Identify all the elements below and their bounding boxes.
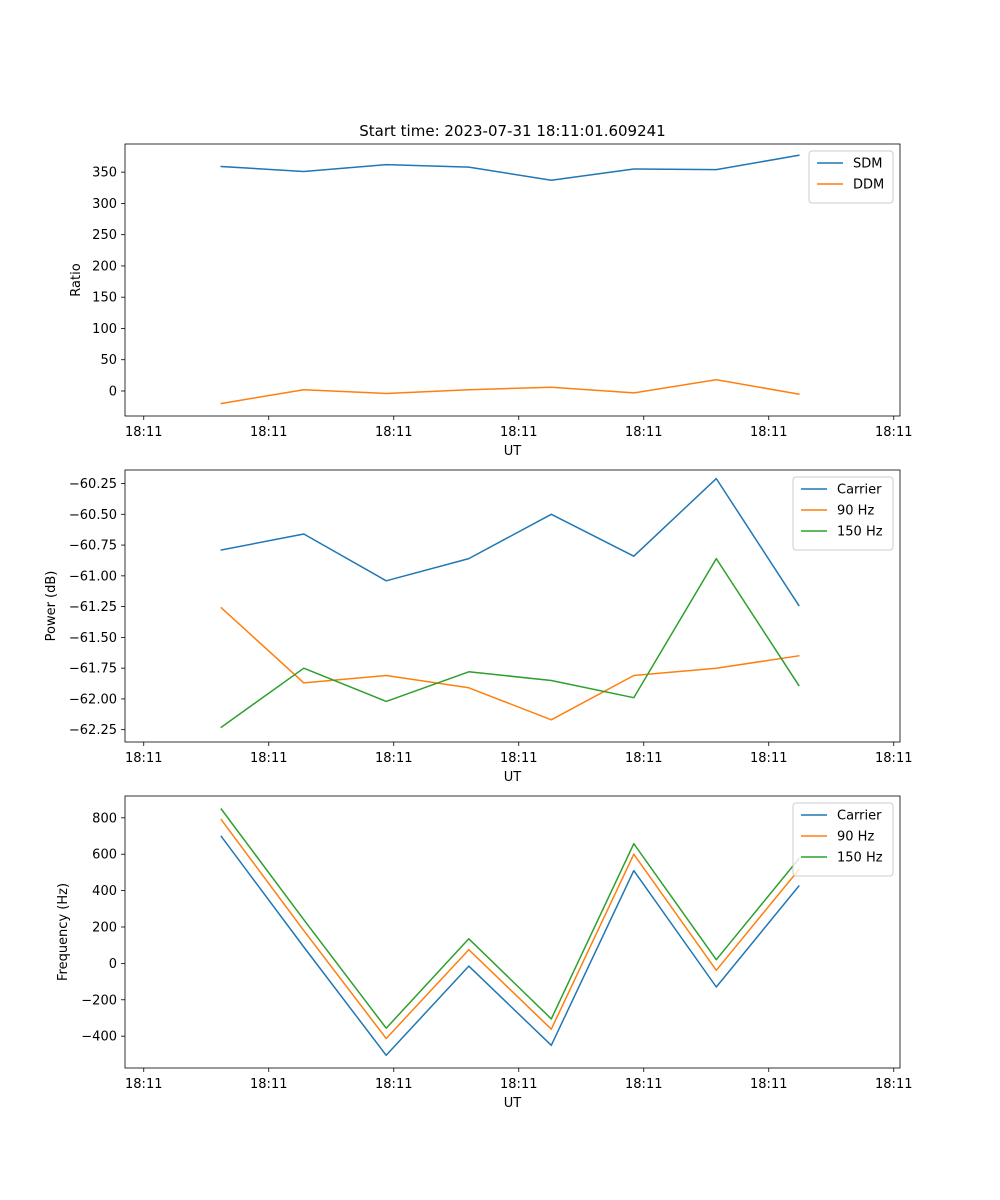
y-tick-label: 800 — [92, 811, 117, 826]
y-tick-label: 200 — [92, 920, 117, 935]
x-tick-label: 18:11 — [250, 751, 287, 766]
series-line-90-hz — [220, 606, 800, 721]
y-axis-label: Power (dB) — [44, 571, 59, 642]
y-tick-label: −60.25 — [69, 477, 117, 492]
legend-label: 90 Hz — [837, 504, 874, 519]
series-line-150-hz — [220, 557, 800, 729]
legend-label: 90 Hz — [837, 830, 874, 845]
x-tick-label: 18:11 — [500, 751, 537, 766]
legend-label: 150 Hz — [837, 851, 883, 866]
series-line-carrier — [220, 477, 800, 607]
y-tick-label: 600 — [92, 848, 117, 863]
y-tick-label: −61.00 — [69, 569, 117, 584]
series-line-90-hz — [220, 818, 800, 1040]
x-tick-label: 18:11 — [625, 1077, 662, 1092]
axes-frame — [124, 795, 901, 1069]
legend: SDM DDM — [808, 150, 894, 204]
axes-frame — [124, 143, 901, 417]
x-axis-label: UT — [504, 1096, 522, 1111]
x-tick-label: 18:11 — [875, 425, 912, 440]
x-tick-label: 18:11 — [250, 1077, 287, 1092]
subplot-1: 18:11 18:11 18:11 18:11 18:11 18:11 18:11 0 50 10… — [69, 143, 912, 459]
y-axis-label: Ratio — [69, 263, 84, 296]
y-tick-label: 0 — [109, 384, 117, 399]
x-tick-label: 18:11 — [250, 425, 287, 440]
x-tick-label: 18:11 — [750, 751, 787, 766]
figure-title: Start time: 2023-07-31 18:11:01.609241 — [359, 122, 665, 140]
x-tick-label: 18:11 — [625, 751, 662, 766]
legend-label: Carrier — [837, 809, 882, 824]
x-tick-label: 18:11 — [625, 425, 662, 440]
x-tick-label: 18:11 — [125, 425, 162, 440]
y-tick-label: −62.00 — [69, 692, 117, 707]
y-tick-label: 100 — [92, 322, 117, 337]
x-tick-label: 18:11 — [375, 1077, 412, 1092]
x-tick-label: 18:11 — [750, 1077, 787, 1092]
legend-label: 150 Hz — [837, 525, 883, 540]
x-tick-label: 18:11 — [875, 751, 912, 766]
y-tick-label: 200 — [92, 259, 117, 274]
x-tick-label: 18:11 — [500, 425, 537, 440]
series-line-carrier — [220, 835, 800, 1057]
x-tick-label: 18:11 — [125, 1077, 162, 1092]
series-line-sdm — [220, 154, 800, 182]
y-tick-label: −400 — [81, 1030, 117, 1045]
y-tick-label: −61.50 — [69, 631, 117, 646]
series-line-ddm — [220, 378, 800, 405]
legend-label: Carrier — [837, 483, 882, 498]
y-axis-label: Frequency (Hz) — [56, 883, 71, 981]
legend: Carrier 90 Hz 150 Hz — [792, 802, 894, 877]
x-axis-label: UT — [504, 770, 522, 785]
x-tick-label: 18:11 — [375, 751, 412, 766]
y-tick-label: 300 — [92, 197, 117, 212]
subplot-2: 18:11 18:11 18:11 18:11 18:11 18:11 18:11 −62.2… — [44, 469, 912, 785]
y-tick-label: 150 — [92, 291, 117, 306]
y-tick-label: 350 — [92, 166, 117, 181]
x-axis-label: UT — [504, 444, 522, 459]
legend: Carrier 90 Hz 150 Hz — [792, 476, 894, 551]
legend-label: DDM — [853, 178, 884, 193]
y-tick-label: −60.50 — [69, 508, 117, 523]
y-tick-label: 0 — [109, 957, 117, 972]
x-tick-label: 18:11 — [375, 425, 412, 440]
y-tick-label: −61.75 — [69, 662, 117, 677]
y-tick-label: 250 — [92, 228, 117, 243]
y-tick-label: 400 — [92, 884, 117, 899]
x-tick-label: 18:11 — [500, 1077, 537, 1092]
legend-box — [808, 150, 894, 204]
x-tick-label: 18:11 — [875, 1077, 912, 1092]
y-tick-label: −62.25 — [69, 723, 117, 738]
y-tick-label: −200 — [81, 993, 117, 1008]
x-tick-label: 18:11 — [750, 425, 787, 440]
x-tick-label: 18:11 — [125, 751, 162, 766]
series-line-150-hz — [220, 808, 800, 1029]
legend-label: SDM — [853, 157, 882, 172]
y-tick-label: −61.25 — [69, 600, 117, 615]
subplot-3: 18:11 18:11 18:11 18:11 18:11 18:11 18:11 −400 −… — [56, 795, 912, 1111]
y-tick-label: −60.75 — [69, 539, 117, 554]
y-tick-label: 50 — [100, 353, 117, 368]
axes-frame — [124, 469, 901, 743]
